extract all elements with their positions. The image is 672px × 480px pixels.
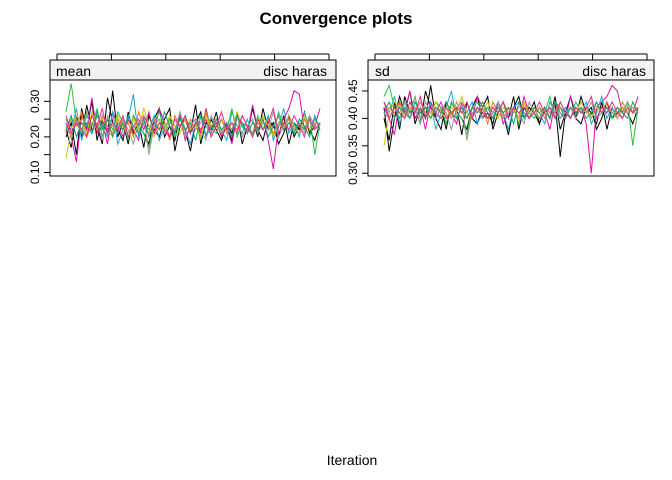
panel-sd-series-line-9 [383,94,639,120]
panel-sd-y-tick-label-3: 0.45 [346,79,360,103]
panel-mean-lines [65,83,321,169]
panel-sd-y-tick-label-0: 0.30 [346,161,360,185]
panel-sd-lines [383,83,639,174]
panel-sd-y-tick-label-1: 0.35 [346,134,360,158]
panel-mean: mean disc haras 0.10 0.20 0.30 [28,53,337,184]
panel-sd: sd disc haras 0.30 0.35 0.40 0.45 [346,53,655,185]
panel-sd-strip-right: disc haras [582,63,646,79]
panel-sd-strip-left: sd [375,63,390,79]
panel-mean-series-line-8 [65,110,321,141]
panel-sd-series-line-2 [383,84,639,174]
panel-sd-y-axis: 0.30 0.35 0.40 0.45 [346,79,368,185]
panel-mean-y-tick-label-1: 0.20 [28,125,42,149]
panel-sd-y-tick-label-2: 0.40 [346,106,360,130]
panel-mean-frame [49,79,337,177]
panel-mean-y-tick-label-0: 0.10 [28,160,42,184]
panel-mean-series-line-9 [65,106,321,139]
x-axis-label: Iteration [327,452,378,468]
panel-sd-series-line-8 [383,100,639,126]
panel-mean-series-line-7 [65,110,321,155]
panel-mean-series-line-1 [65,90,321,155]
figure-title: Convergence plots [259,9,412,28]
panel-sd-top-ticks [374,53,648,60]
panel-mean-strip-left: mean [56,63,91,79]
panel-mean-y-tick-label-2: 0.30 [28,89,42,113]
panel-mean-strip-right: disc haras [263,63,327,79]
panel-sd-frame [367,79,655,177]
panel-sd-series-line-1 [383,85,639,152]
panel-mean-top-ticks [56,53,330,60]
panel-mean-y-axis: 0.10 0.20 0.30 [28,89,50,184]
